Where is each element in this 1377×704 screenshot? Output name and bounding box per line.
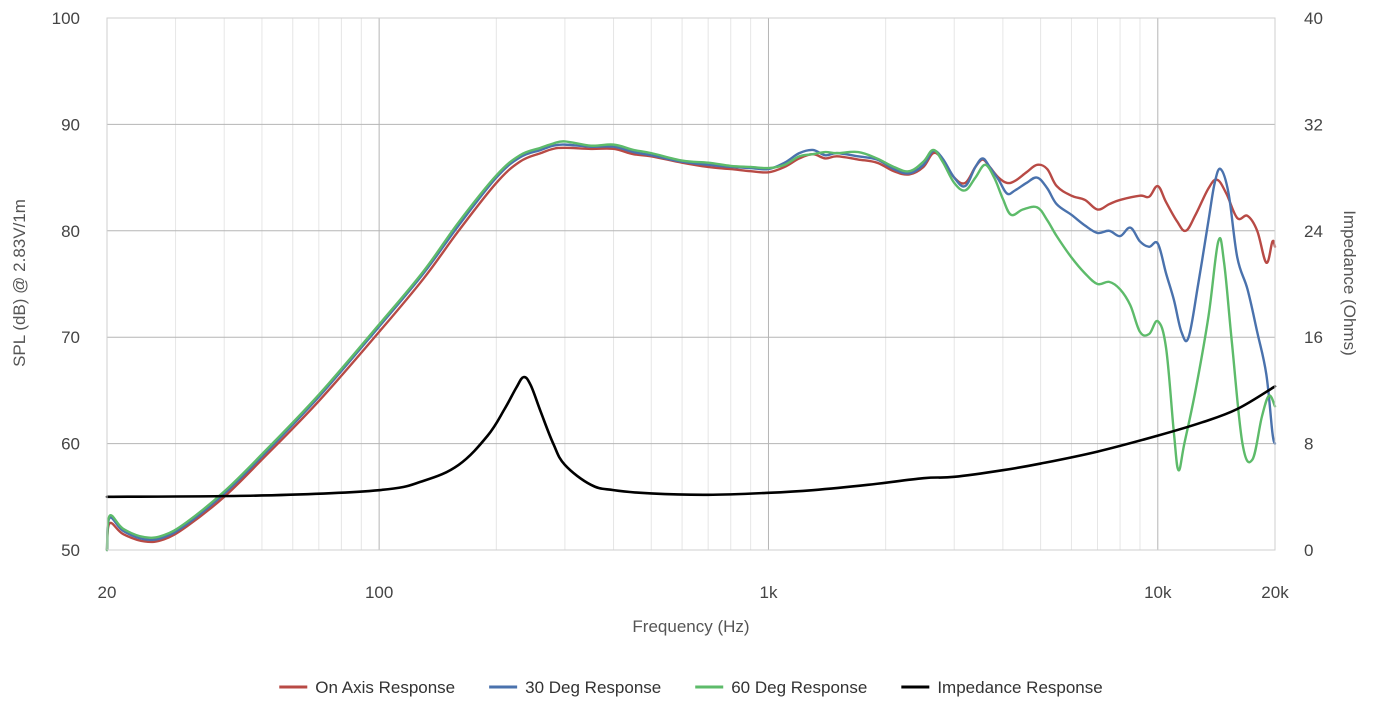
legend-item-30-deg-response: 30 Deg Response	[489, 678, 661, 697]
x-tick-label: 10k	[1144, 583, 1172, 602]
y-axis-ticks: 50 60 70 80 90 100	[52, 9, 80, 560]
y2-tick-label: 32	[1304, 115, 1323, 134]
y-tick-label: 60	[61, 435, 80, 454]
plot-frame	[106, 17, 1276, 551]
legend-item-on-axis-response: On Axis Response	[279, 678, 455, 697]
y2-tick-label: 8	[1304, 435, 1313, 454]
y2-axis-title: Impedance (Ohms)	[1340, 210, 1359, 356]
y2-axis-ticks: 0 8 16 24 32 40	[1304, 9, 1323, 560]
series-line-30-deg-response	[105, 143, 1277, 552]
x-tick-label: 100	[365, 583, 393, 602]
y-tick-label: 100	[52, 9, 80, 28]
x-axis-title: Frequency (Hz)	[632, 617, 749, 636]
x-tick-label: 20k	[1261, 583, 1289, 602]
legend-label: 60 Deg Response	[731, 678, 867, 697]
series-line-60-deg-response	[105, 140, 1277, 552]
legend: On Axis Response 30 Deg Response 60 Deg Re…	[279, 678, 1103, 697]
y2-tick-label: 16	[1304, 328, 1323, 347]
series-layer	[105, 140, 1277, 552]
y-tick-label: 90	[61, 115, 80, 134]
y-tick-label: 80	[61, 222, 80, 241]
x-tick-label: 20	[98, 583, 117, 602]
legend-label: Impedance Response	[937, 678, 1102, 697]
series-line-on-axis-response	[105, 146, 1277, 552]
legend-item-impedance-response: Impedance Response	[901, 678, 1103, 697]
y2-tick-label: 0	[1304, 541, 1313, 560]
x-tick-label: 1k	[759, 583, 777, 602]
x-axis-ticks: 20 100 1k 10k 20k	[98, 583, 1290, 602]
series-line-impedance-response	[105, 375, 1277, 499]
y-tick-label: 70	[61, 328, 80, 347]
y2-tick-label: 24	[1304, 222, 1323, 241]
y-axis-title: SPL (dB) @ 2.83V/1m	[10, 199, 29, 367]
y-tick-label: 50	[61, 541, 80, 560]
legend-label: 30 Deg Response	[525, 678, 661, 697]
legend-label: On Axis Response	[315, 678, 455, 697]
legend-item-60-deg-response: 60 Deg Response	[695, 678, 867, 697]
y2-tick-label: 40	[1304, 9, 1323, 28]
minor-gridlines	[175, 18, 1141, 550]
